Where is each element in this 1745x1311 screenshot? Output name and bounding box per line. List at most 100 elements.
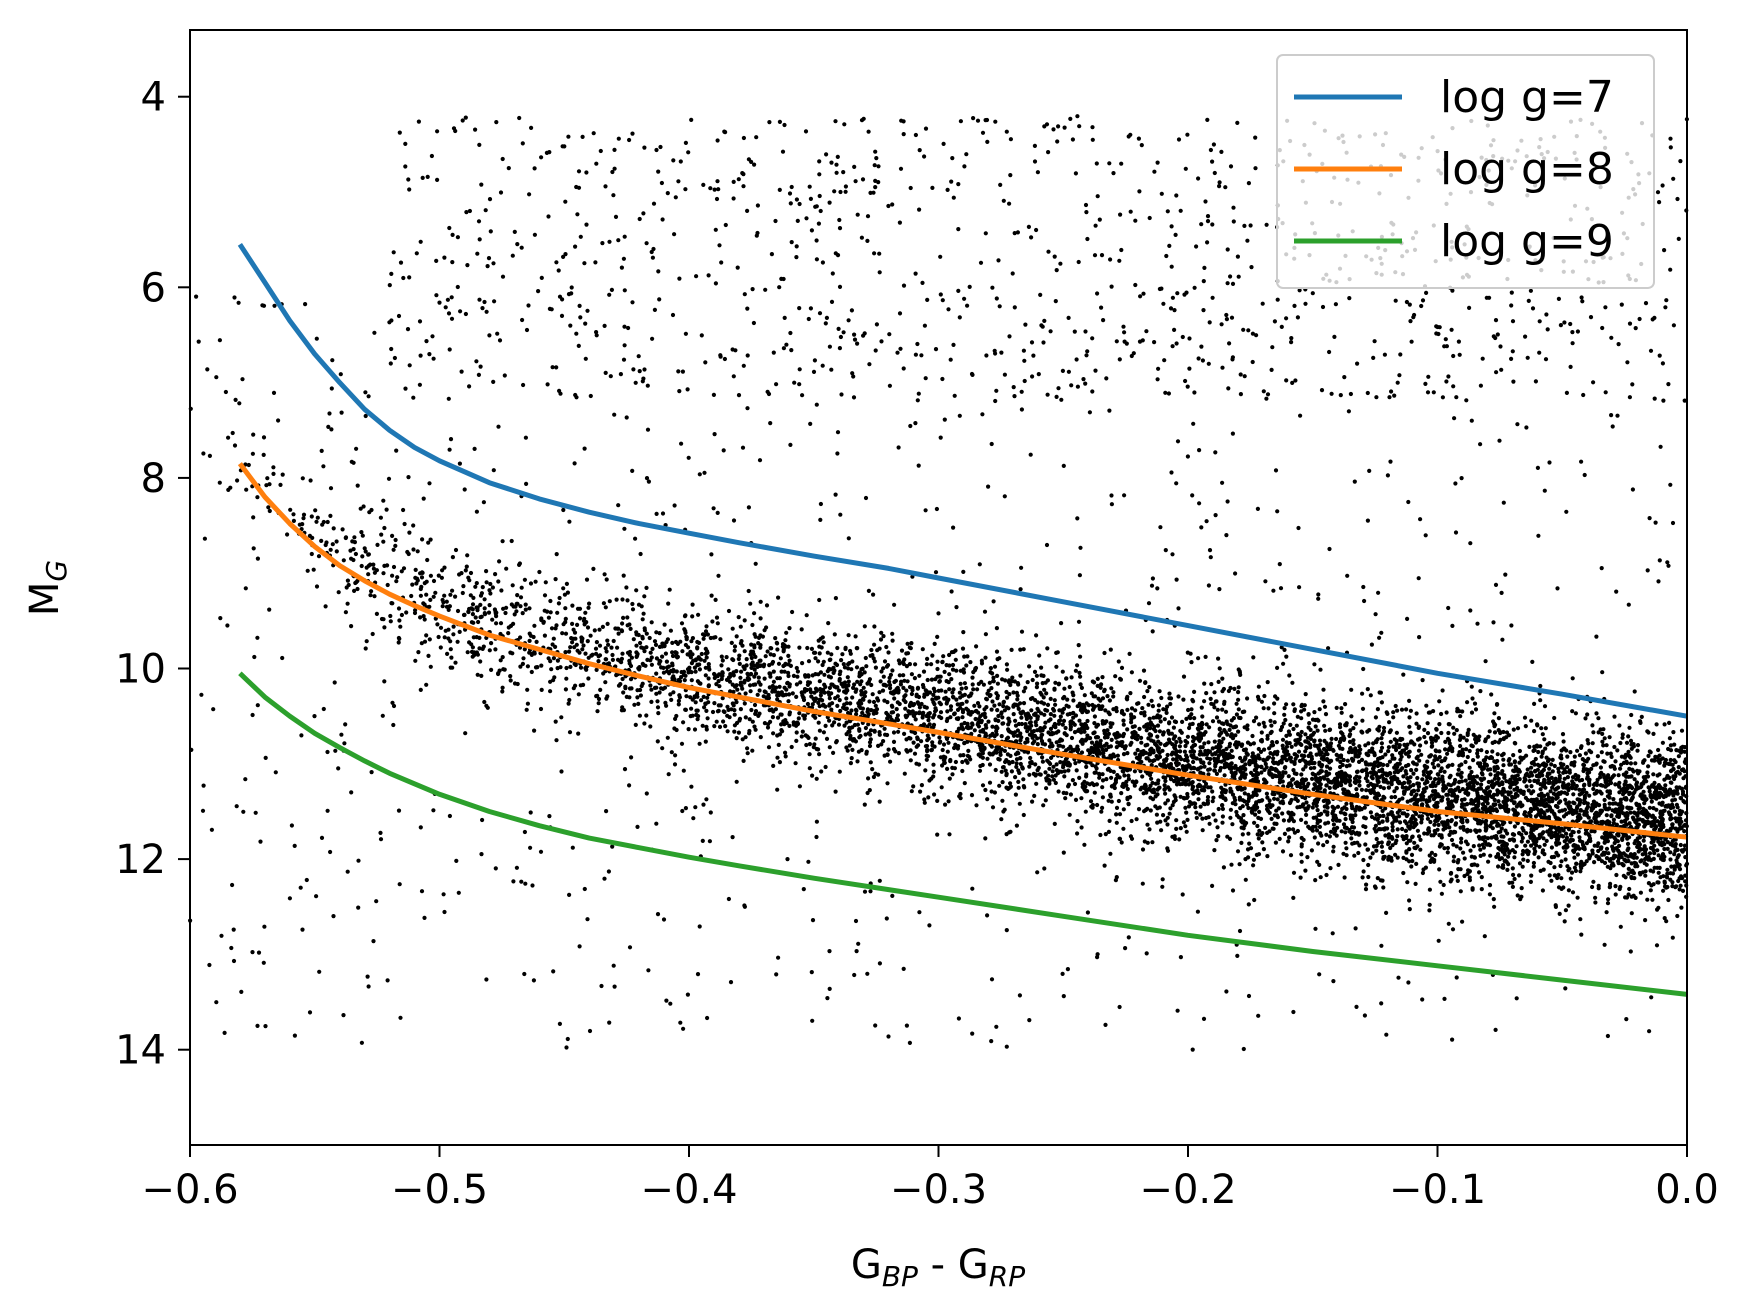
scatter-point	[1053, 299, 1058, 304]
scatter-point	[1437, 699, 1442, 704]
scatter-point	[524, 481, 529, 486]
scatter-point	[709, 593, 714, 598]
scatter-point	[1512, 876, 1517, 882]
scatter-point	[1638, 890, 1643, 895]
scatter-point	[1009, 769, 1015, 774]
scatter-point	[644, 631, 649, 636]
scatter-point	[850, 695, 855, 700]
scatter-point	[1250, 733, 1255, 739]
scatter-point	[1366, 741, 1371, 746]
scatter-point	[935, 634, 940, 640]
scatter-point	[1200, 714, 1205, 719]
scatter-point	[1125, 707, 1130, 713]
scatter-point	[1220, 806, 1225, 812]
scatter-point	[765, 649, 770, 654]
scatter-point	[1648, 868, 1653, 873]
scatter-point	[564, 665, 569, 671]
scatter-point	[621, 615, 626, 621]
scatter-point	[1261, 757, 1266, 763]
scatter-point	[1185, 817, 1190, 823]
scatter-point	[1442, 996, 1447, 1002]
scatter-point	[839, 658, 844, 663]
scatter-point	[901, 673, 906, 678]
scatter-point	[622, 343, 627, 348]
scatter-point	[1374, 836, 1379, 842]
scatter-point	[1299, 844, 1304, 849]
scatter-point	[708, 810, 713, 815]
scatter-point	[1315, 808, 1320, 813]
scatter-point	[1403, 785, 1409, 790]
scatter-point	[1026, 224, 1031, 229]
scatter-point	[678, 1020, 683, 1025]
scatter-point	[635, 824, 640, 830]
scatter-point	[677, 695, 683, 700]
scatter-point	[1580, 842, 1586, 848]
scatter-point	[1019, 565, 1024, 570]
scatter-point	[971, 687, 976, 692]
scatter-point	[702, 470, 707, 475]
scatter-point	[1409, 339, 1414, 344]
scatter-point	[750, 622, 755, 628]
scatter-point	[1190, 493, 1195, 498]
scatter-point	[1432, 765, 1437, 770]
scatter-point	[1542, 704, 1548, 709]
scatter-point	[1364, 788, 1369, 793]
scatter-point	[1160, 748, 1165, 753]
scatter-point	[1444, 710, 1449, 715]
scatter-point	[359, 563, 364, 569]
scatter-point	[1439, 730, 1444, 736]
scatter-point	[1352, 479, 1357, 484]
scatter-point	[1626, 749, 1631, 755]
scatter-point	[1067, 812, 1072, 817]
scatter-point	[685, 992, 691, 997]
scatter-point	[618, 372, 624, 377]
scatter-point	[453, 547, 459, 553]
scatter-point	[858, 733, 863, 739]
scatter-point	[948, 357, 953, 362]
scatter-point	[612, 412, 617, 417]
scatter-point	[407, 187, 412, 192]
scatter-point	[938, 435, 943, 440]
scatter-point	[1322, 704, 1328, 709]
scatter-point	[758, 643, 763, 648]
scatter-point	[1100, 719, 1105, 724]
scatter-point	[1416, 748, 1422, 753]
scatter-point	[1678, 883, 1683, 888]
scatter-point	[712, 432, 717, 437]
scatter-point	[1093, 223, 1098, 228]
scatter-point	[1515, 726, 1521, 731]
scatter-point	[649, 699, 654, 705]
scatter-point	[473, 615, 478, 620]
scatter-point	[668, 1001, 673, 1006]
scatter-point	[947, 776, 952, 781]
scatter-point	[461, 584, 466, 589]
scatter-point	[1563, 986, 1568, 991]
scatter-point	[1018, 647, 1023, 652]
scatter-point	[473, 127, 478, 132]
scatter-point	[1495, 702, 1500, 707]
scatter-point	[992, 703, 997, 708]
scatter-point	[1517, 748, 1522, 754]
scatter-point	[1111, 752, 1116, 757]
scatter-point	[1517, 760, 1522, 765]
scatter-point	[493, 866, 498, 871]
scatter-point	[683, 673, 688, 678]
scatter-point	[1599, 566, 1604, 571]
scatter-point	[917, 148, 922, 153]
scatter-point	[703, 629, 709, 634]
scatter-point	[1327, 834, 1332, 839]
scatter-point	[365, 974, 370, 979]
scatter-point	[577, 303, 582, 308]
scatter-point	[576, 185, 582, 190]
scatter-point	[764, 603, 770, 608]
scatter-point	[1447, 825, 1452, 830]
scatter-point	[491, 261, 496, 266]
scatter-point	[1362, 1013, 1367, 1018]
scatter-point	[803, 129, 809, 134]
scatter-point	[1054, 762, 1059, 767]
scatter-point	[882, 659, 888, 664]
scatter-point	[936, 611, 941, 616]
scatter-point	[1005, 667, 1010, 672]
scatter-point	[712, 675, 717, 681]
scatter-point	[459, 571, 464, 576]
